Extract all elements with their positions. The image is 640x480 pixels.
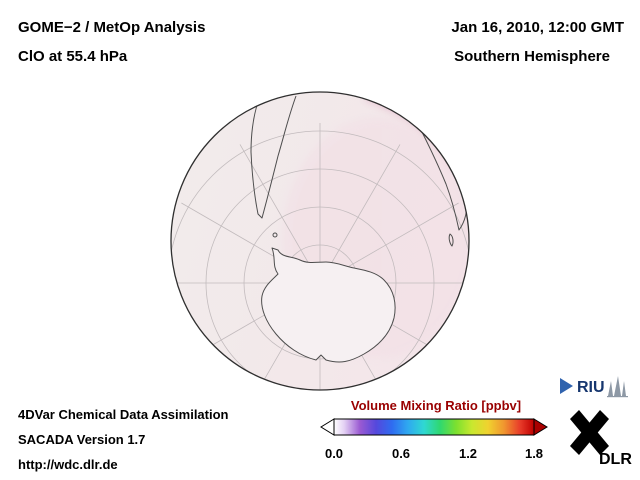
date-label: Jan 16, 2010, 12:00 GMT [451,19,624,36]
colorbar-gradient [320,418,548,436]
globe-limb-outline [170,91,470,391]
plot-title-block: GOME−2 / MetOp Analysis ClO at 55.4 hPa [18,13,205,71]
hemisphere-label: Southern Hemisphere [454,48,610,65]
assimilation-label: 4DVar Chemical Data Assimilation [18,407,229,422]
dlr-bird-icon [570,410,609,455]
riu-logo: RIU [560,376,628,398]
dlr-logo: DLR [570,410,632,468]
antarctica-coastline [261,247,396,363]
hemisphere-globe-map [170,91,470,391]
plot-subtitle: ClO at 55.4 hPa [18,48,128,65]
colorbar-tick-labels: 0.0 0.6 1.2 1.8 [320,446,552,462]
colorbar-title: Volume Mixing Ratio [ppbv] [350,398,522,413]
madagascar-coastline [448,233,454,247]
riu-pennant-icon [560,378,573,394]
plot-date-block: Jan 16, 2010, 12:00 GMT Southern Hemisph… [451,13,624,71]
colorbar-right-arrow [533,418,548,436]
plot-title: GOME−2 / MetOp Analysis [18,19,206,36]
colorbar-left-arrow [320,418,335,436]
south-america-coastline [250,95,297,219]
colorbar-tick: 1.2 [458,446,478,461]
dlr-logo-text: DLR [599,451,632,468]
colorbar-tick: 0.6 [391,446,411,461]
colorbar-tick: 0.0 [324,446,344,461]
url-label: http://wdc.dlr.de [18,457,118,472]
falkland-islands [272,232,278,238]
colorbar-tick: 1.8 [524,446,544,461]
version-label: SACADA Version 1.7 [18,432,146,447]
riu-logo-text: RIU [577,379,605,396]
colorbar-bar [333,418,535,436]
footer-block: 4DVar Chemical Data Assimilation SACADA … [18,402,229,477]
riu-cathedral-icon [608,376,626,396]
colorbar: Volume Mixing Ratio [ppbv] 0.0 0.6 1.2 1… [320,398,552,462]
